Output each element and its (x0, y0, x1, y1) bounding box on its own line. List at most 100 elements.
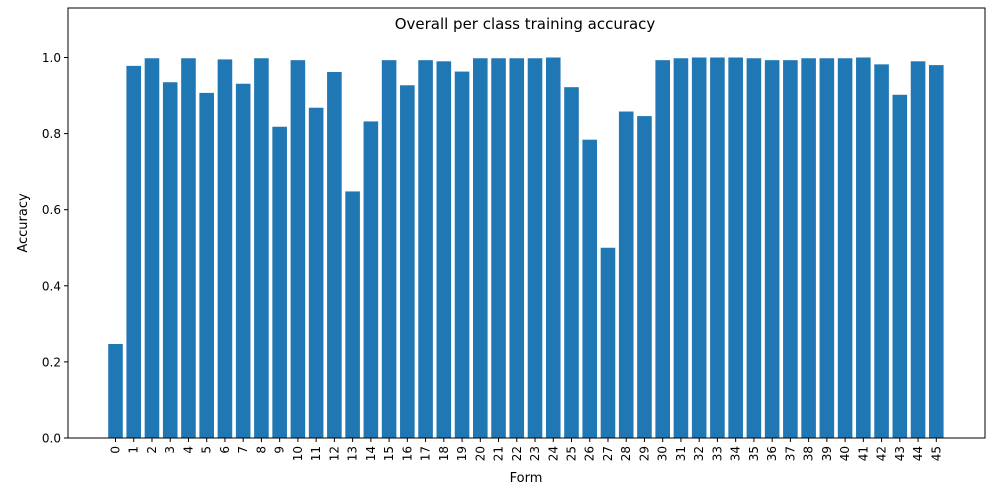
bar-41 (856, 57, 871, 438)
bar-12 (327, 71, 342, 439)
bar-1 (126, 65, 142, 439)
x-tick-label: 27 (601, 446, 615, 461)
y-axis: 0.0 0.2 0.4 0.6 0.8 1.0 (42, 51, 68, 446)
y-tick-label: 0.0 (42, 432, 61, 446)
bar-23 (527, 58, 543, 438)
x-tick-label: 28 (619, 446, 633, 461)
bar-33 (710, 57, 725, 438)
chart-title: Overall per class training accuracy (395, 15, 656, 33)
bar-38 (801, 58, 816, 438)
bar-15 (381, 60, 397, 438)
x-tick-label: 42 (875, 446, 889, 461)
y-tick-label: 0.2 (42, 355, 61, 369)
bar-14 (363, 121, 379, 439)
x-tick-label: 15 (382, 446, 396, 461)
bar-42 (874, 64, 889, 438)
x-tick-label: 4 (181, 446, 195, 454)
x-tick-label: 31 (674, 446, 688, 461)
x-tick-label: 25 (565, 446, 579, 461)
bar-24 (545, 57, 561, 438)
bar-3 (162, 82, 178, 438)
bar-5 (199, 92, 214, 438)
x-tick-label: 41 (856, 446, 870, 461)
x-tick-label: 30 (656, 446, 670, 461)
x-tick-label: 20 (473, 446, 487, 461)
bar-20 (473, 58, 488, 438)
bar-32 (691, 57, 707, 438)
bar-10 (290, 60, 306, 438)
bar-36 (764, 60, 780, 438)
bar-11 (308, 107, 324, 438)
x-tick-label: 36 (765, 446, 779, 461)
x-tick-label: 10 (291, 446, 305, 461)
plot-frame (67, 7, 986, 439)
x-tick-label: 2 (145, 446, 159, 454)
x-tick-label: 24 (546, 446, 560, 461)
x-tick-label: 6 (218, 446, 232, 454)
bar-35 (746, 58, 762, 438)
bar-4 (181, 58, 196, 438)
y-axis-label: Accuracy (16, 193, 31, 253)
bar-22 (509, 58, 525, 438)
bar-37 (783, 60, 798, 438)
x-tick-label: 39 (820, 446, 834, 461)
bar-2 (144, 58, 160, 438)
x-tick-label: 37 (783, 446, 797, 461)
bar-6 (217, 59, 233, 439)
bar-45 (929, 65, 944, 439)
x-axis: 0 1 2 3 4 5 6 7 8 9 10 11 12 13 14 15 16 17 18 19 20 21 22 23 24… (109, 438, 943, 461)
x-tick-label: 38 (802, 446, 816, 461)
x-axis-label: Form (510, 471, 543, 486)
x-tick-label: 45 (929, 446, 943, 461)
x-tick-label: 3 (163, 446, 177, 454)
y-tick-label: 1.0 (42, 51, 61, 65)
y-tick-label: 0.4 (42, 279, 61, 293)
bar-31 (673, 58, 689, 438)
x-tick-label: 12 (327, 446, 341, 461)
bar-9 (272, 126, 287, 438)
x-tick-label: 19 (455, 446, 469, 461)
x-tick-label: 18 (437, 446, 451, 461)
bar-26 (582, 139, 598, 438)
bar-18 (436, 61, 452, 439)
bar-8 (254, 58, 269, 438)
x-tick-label: 34 (729, 446, 743, 461)
x-tick-label: 1 (127, 446, 141, 454)
bar-34 (728, 57, 743, 438)
x-tick-label: 0 (109, 446, 123, 454)
bar-21 (491, 58, 506, 438)
x-tick-label: 29 (637, 446, 651, 461)
bar-16 (400, 85, 415, 438)
bar-28 (618, 111, 634, 438)
y-tick-label: 0.8 (42, 127, 61, 141)
bar-17 (418, 60, 433, 438)
bar-27 (600, 247, 616, 438)
bar-44 (910, 61, 926, 439)
bar-0 (108, 344, 123, 438)
x-tick-label: 7 (236, 446, 250, 454)
x-tick-label: 9 (273, 446, 287, 454)
x-tick-label: 14 (364, 446, 378, 461)
bar-13 (345, 191, 360, 438)
y-tick-label: 0.6 (42, 203, 61, 217)
x-tick-label: 11 (309, 446, 323, 461)
x-tick-label: 44 (911, 446, 925, 461)
bar-39 (819, 58, 835, 438)
x-tick-label: 23 (528, 446, 542, 461)
bar-19 (454, 71, 470, 438)
x-tick-label: 21 (492, 446, 506, 461)
x-tick-label: 32 (692, 446, 706, 461)
bar-30 (655, 60, 670, 438)
x-tick-label: 17 (419, 446, 433, 461)
bar-25 (564, 87, 579, 439)
x-tick-label: 22 (510, 446, 524, 461)
x-tick-label: 5 (200, 446, 214, 454)
x-tick-label: 13 (346, 446, 360, 461)
x-tick-label: 33 (710, 446, 724, 461)
bar-43 (892, 94, 908, 438)
x-tick-label: 35 (747, 446, 761, 461)
x-tick-label: 26 (583, 446, 597, 461)
bars (108, 57, 944, 439)
x-tick-label: 40 (838, 446, 852, 461)
